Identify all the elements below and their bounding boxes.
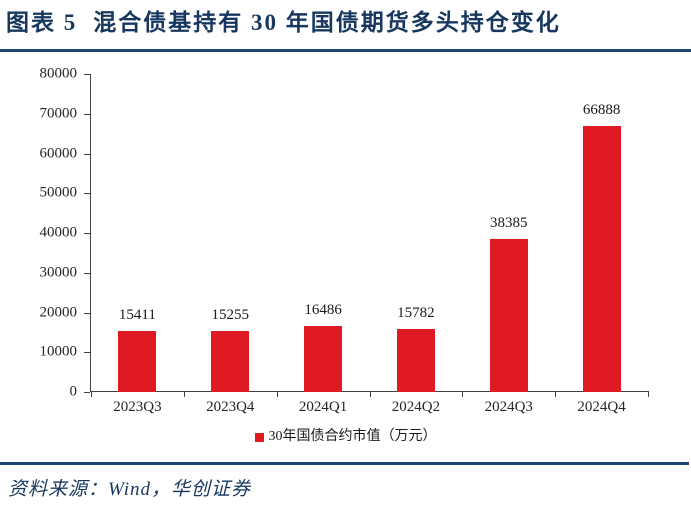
y-axis-tick-label: 30000: [39, 264, 78, 281]
y-axis-tick: [84, 233, 90, 234]
figure-title: 图表 5 混合债基持有 30 年国债期货多头持仓变化: [6, 3, 561, 37]
x-axis-tick: [462, 392, 464, 397]
y-axis-tick: [84, 74, 90, 75]
figure-number-label: 图表 5: [6, 10, 78, 35]
y-axis-tick: [84, 312, 90, 314]
x-axis-tick: [91, 392, 92, 397]
y-axis-tick-label: 10000: [39, 343, 78, 360]
bar-value-label: 15782: [397, 305, 435, 322]
x-axis-tick: [555, 392, 557, 397]
x-axis-tick: [276, 392, 278, 397]
bar-2023Q4: [211, 331, 250, 392]
y-axis-tick-label: 50000: [39, 184, 78, 201]
y-axis-line: [90, 74, 91, 392]
y-axis-tick: [84, 272, 90, 274]
y-axis-tick: [84, 392, 90, 393]
bar-value-label: 15255: [211, 307, 250, 324]
y-axis-tick-label: 70000: [39, 105, 78, 122]
chart-divider-rule: [0, 462, 689, 465]
bar-2023Q3: [118, 330, 157, 392]
y-axis-tick-label: 20000: [39, 304, 78, 320]
x-axis-label: 2024Q1: [298, 399, 348, 415]
y-axis-tick-label: 40000: [39, 224, 78, 241]
y-axis-labels: 0 10000 20000 30000 40000 50000 60000 70000 8000…: [0, 66, 78, 399]
title-divider-rule: [0, 49, 691, 52]
bar-value-label: 66888: [582, 102, 621, 119]
legend-series-label: 30年国债合约市值（万元）: [268, 429, 437, 444]
x-axis-line: [90, 391, 649, 392]
x-axis-label: 2024Q4: [577, 399, 626, 415]
bar-value-label: 15411: [118, 306, 156, 323]
y-axis-tick-label: 60000: [39, 145, 78, 161]
x-axis-label: 2023Q3: [113, 399, 162, 415]
legend-swatch-icon: [254, 432, 264, 442]
x-axis-label: 2023Q4: [206, 399, 255, 415]
bar-2024Q2: [396, 329, 435, 392]
x-axis-label: 2024Q2: [391, 399, 441, 415]
y-axis-tick-label: 80000: [39, 65, 78, 82]
x-axis-tick: [369, 392, 371, 397]
y-axis-tick: [84, 352, 90, 354]
y-axis-tick: [84, 113, 90, 115]
bar-2024Q1: [304, 326, 343, 392]
source-note: 资料来源：Wind，华创证券: [8, 479, 252, 500]
bar-chart-plot-area: 15411 2023Q3 15255 2023Q4 16486 2024Q1 15782 20…: [84, 74, 649, 415]
y-axis-tick-label: 0: [69, 383, 78, 400]
chart-legend: 30年国债合约市值（万元）: [0, 429, 691, 446]
y-axis-tick: [84, 153, 90, 155]
x-axis-tick: [648, 392, 649, 397]
figure-title-text: 混合债基持有 30 年国债期货多头持仓变化: [93, 10, 561, 35]
bar-2024Q3: [489, 239, 528, 392]
x-axis-tick: [183, 392, 185, 397]
bar-value-label: 16486: [304, 302, 342, 319]
bar-value-label: 38385: [490, 215, 528, 232]
y-axis-tick: [84, 193, 90, 195]
bar-2024Q4: [582, 126, 621, 392]
x-axis-label: 2024Q3: [484, 399, 533, 415]
